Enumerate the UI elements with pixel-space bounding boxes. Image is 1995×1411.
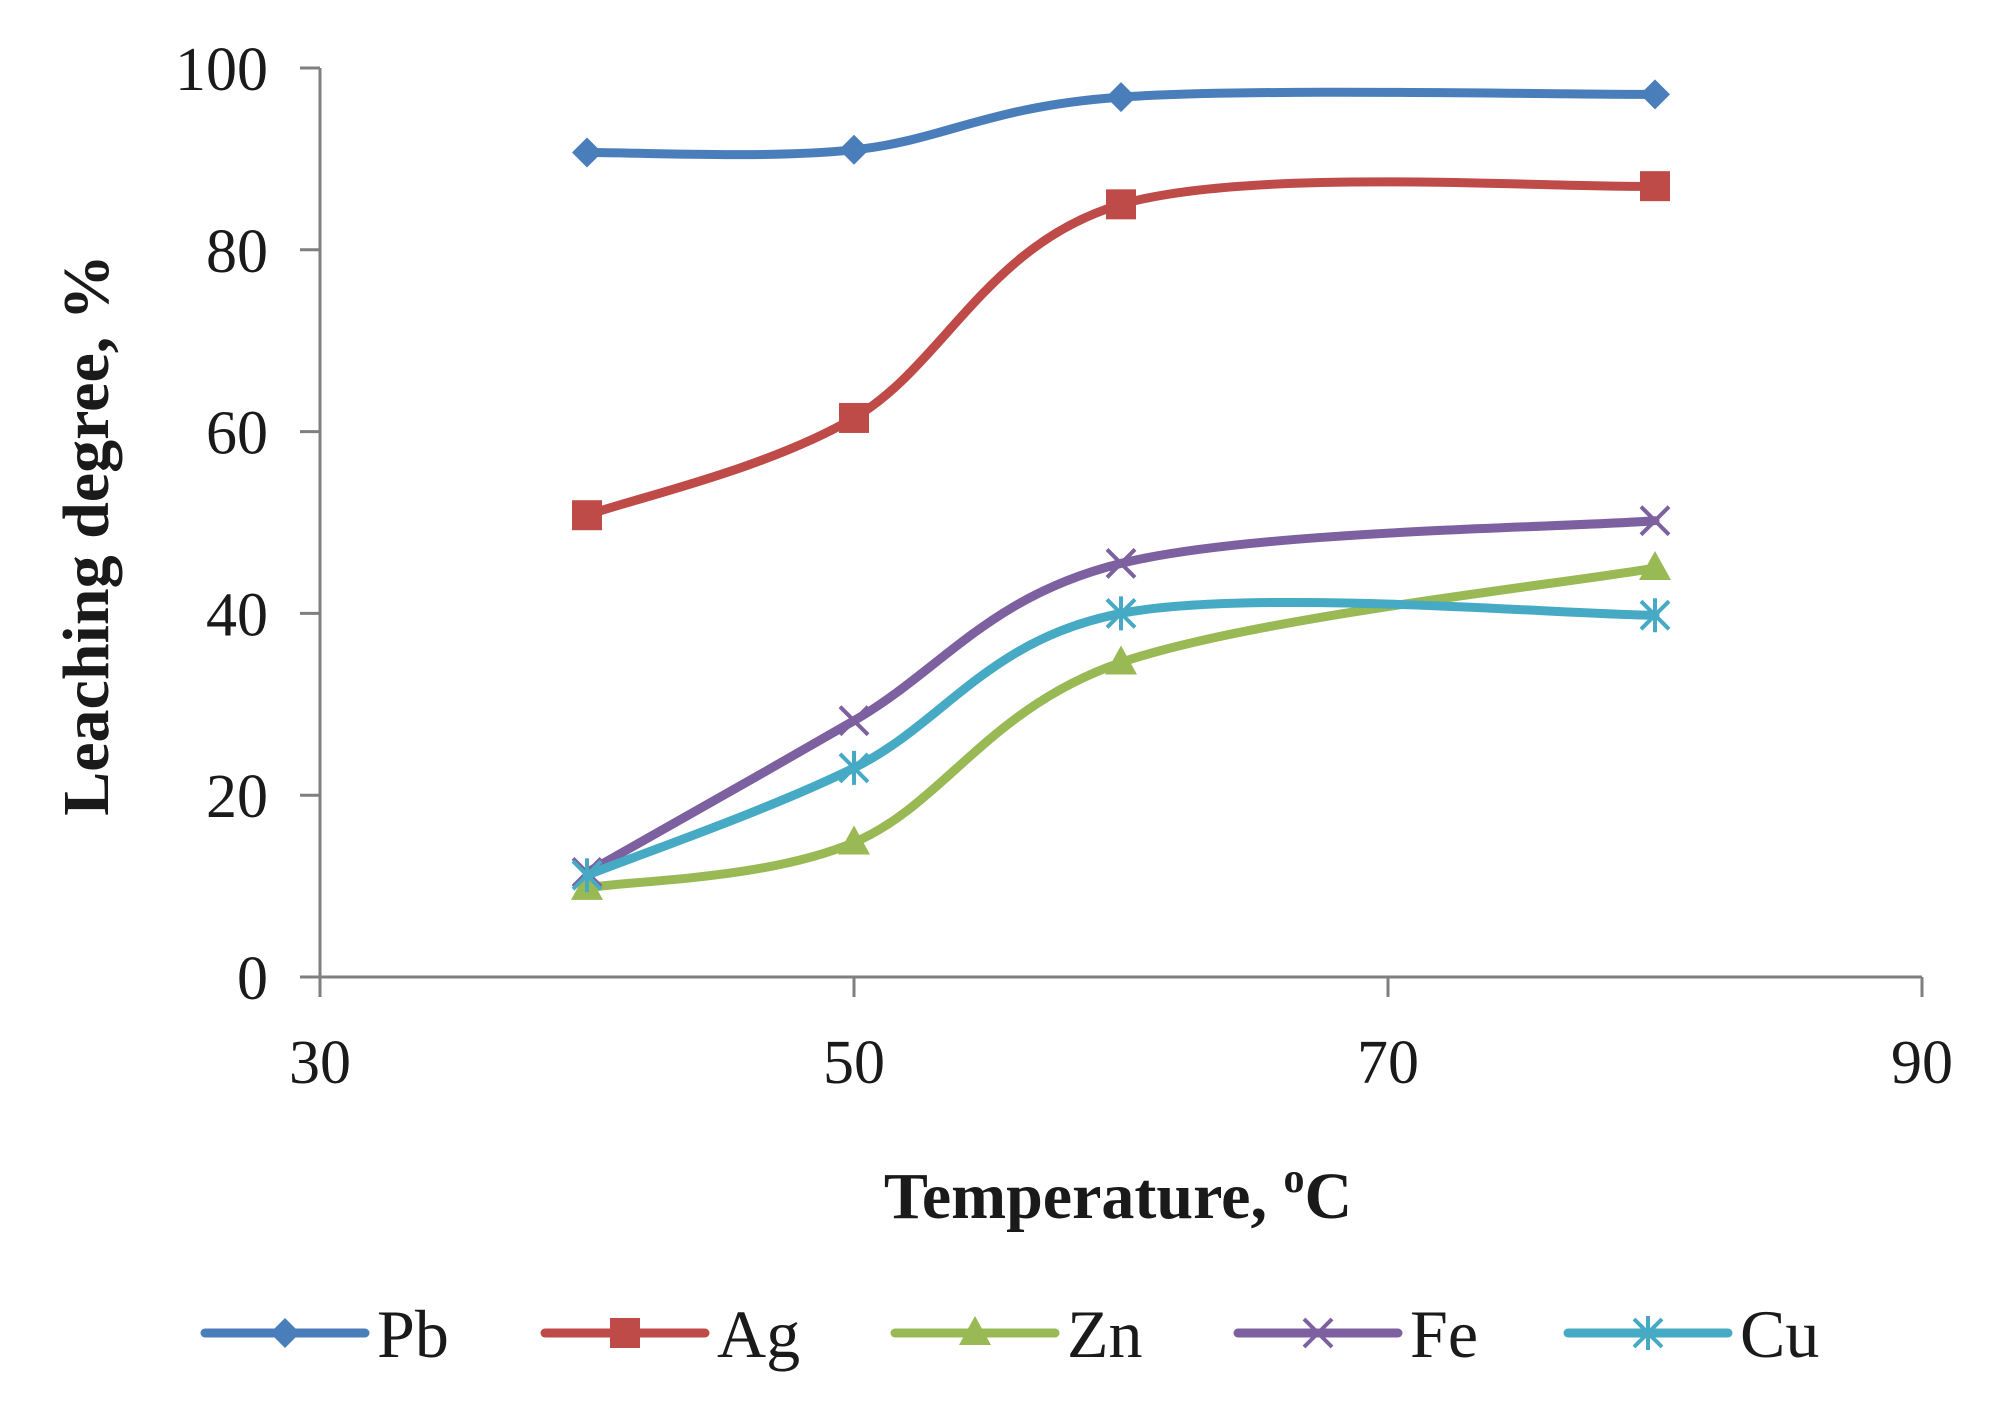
x-tick-labels: 30 50 70 90 xyxy=(289,1029,1953,1097)
legend-item-pb: Pb xyxy=(200,1296,449,1372)
legend-item-fe: Fe xyxy=(1233,1296,1478,1372)
data-point-fe xyxy=(1105,547,1137,579)
data-point-cu xyxy=(1105,596,1137,631)
y-tick-label: 80 xyxy=(206,218,268,286)
x-tick-label: 70 xyxy=(1357,1029,1419,1097)
legend: Pb Ag Zn Fe Cu xyxy=(200,1296,1819,1372)
x-axis-title-text: Temperature, xyxy=(884,1160,1284,1233)
data-point-cu xyxy=(1639,598,1671,633)
legend-label-fe: Fe xyxy=(1410,1296,1478,1372)
y-axis-title: Leaching degree, % xyxy=(50,254,123,816)
data-point-fe xyxy=(1639,505,1671,537)
data-point-fe xyxy=(838,705,870,737)
data-point-ag xyxy=(1106,189,1136,220)
y-tick-label: 40 xyxy=(206,581,268,649)
legend-marker-ag xyxy=(610,1318,640,1348)
legend-item-zn: Zn xyxy=(890,1296,1143,1372)
legend-marker-zn xyxy=(959,1316,991,1345)
data-point-pb xyxy=(839,134,869,165)
legend-marker-cu xyxy=(1632,1316,1664,1350)
y-tick-label: 0 xyxy=(237,945,268,1013)
series-line-zn xyxy=(582,563,1660,893)
legend-label-pb: Pb xyxy=(377,1296,449,1372)
data-point-zn xyxy=(838,825,870,855)
series-line-ag xyxy=(582,177,1660,520)
x-tick-label: 50 xyxy=(823,1029,885,1097)
y-tick-label: 100 xyxy=(175,36,268,104)
series-pb xyxy=(572,79,1670,168)
data-point-ag xyxy=(839,402,869,433)
x-tick-label: 30 xyxy=(289,1029,351,1097)
data-point-zn xyxy=(1105,645,1137,675)
x-axis-title: Temperature, oC xyxy=(884,1156,1352,1233)
data-point-ag xyxy=(572,500,602,531)
y-tick-label: 20 xyxy=(206,763,268,831)
legend-marker-fe xyxy=(1302,1317,1334,1349)
y-tick-label: 60 xyxy=(206,400,268,468)
series-fe xyxy=(571,505,1671,888)
legend-item-ag: Ag xyxy=(540,1296,800,1372)
x-axis-title-unit: C xyxy=(1304,1160,1352,1233)
series-cu xyxy=(571,596,1671,893)
data-point-pb xyxy=(1640,79,1670,110)
series-line-pb xyxy=(582,87,1660,160)
series-line-fe xyxy=(582,516,1660,877)
x-tick-label: 90 xyxy=(1891,1029,1953,1097)
series-ag xyxy=(572,171,1670,531)
data-point-pb xyxy=(572,137,602,168)
legend-item-cu: Cu xyxy=(1563,1296,1819,1372)
legend-marker-pb xyxy=(270,1318,300,1348)
data-point-pb xyxy=(1106,82,1136,113)
legend-label-zn: Zn xyxy=(1067,1296,1143,1372)
y-tick-labels: 0 20 40 60 80 100 xyxy=(175,36,268,1013)
series-line-cu xyxy=(582,597,1660,880)
series-group xyxy=(571,79,1671,900)
series-zn xyxy=(571,550,1671,900)
legend-label-cu: Cu xyxy=(1740,1296,1819,1372)
data-point-cu xyxy=(571,858,603,893)
x-axis-title-unit-sup: o xyxy=(1283,1156,1304,1202)
legend-label-ag: Ag xyxy=(717,1296,800,1372)
axes xyxy=(300,66,1924,997)
data-point-zn xyxy=(1639,550,1671,580)
data-point-cu xyxy=(838,750,870,785)
data-point-ag xyxy=(1640,171,1670,202)
